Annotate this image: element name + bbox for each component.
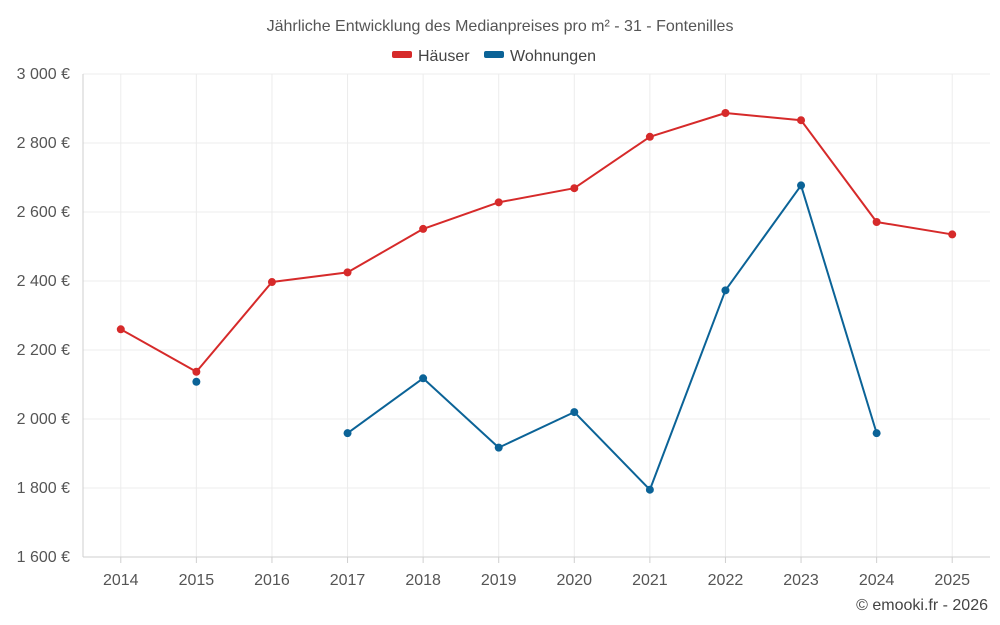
- x-tick-label: 2016: [254, 572, 290, 589]
- data-point-wohnungen[interactable]: [721, 286, 730, 295]
- x-tick-label: 2015: [179, 572, 215, 589]
- data-point-wohnungen[interactable]: [343, 429, 352, 438]
- legend-label-haeuser[interactable]: Häuser: [418, 48, 470, 65]
- x-tick-label: 2022: [708, 572, 744, 589]
- data-point-wohnungen[interactable]: [494, 443, 503, 452]
- legend-swatch-haeuser: [392, 51, 412, 58]
- data-point-wohnungen[interactable]: [872, 429, 881, 438]
- data-point-haeuser[interactable]: [948, 230, 957, 239]
- x-tick-label: 2021: [632, 572, 668, 589]
- legend: Häuser Wohnungen: [392, 48, 596, 65]
- x-tick-label: 2020: [556, 572, 592, 589]
- data-point-haeuser[interactable]: [494, 198, 503, 207]
- data-point-haeuser[interactable]: [570, 184, 579, 193]
- data-point-wohnungen[interactable]: [645, 485, 654, 494]
- x-tick-label: 2024: [859, 572, 895, 589]
- series-haeuser: [116, 108, 957, 376]
- x-axis: 2014 2015 2016 2017 2018 2019 2020 2021 2022 2023…: [83, 556, 990, 589]
- legend-swatch-wohnungen: [484, 51, 504, 58]
- y-tick-label: 3 000 €: [17, 66, 70, 83]
- data-point-haeuser[interactable]: [645, 132, 654, 141]
- series-line-haeuser: [120, 111, 953, 373]
- y-tick-label: 1 600 €: [17, 549, 70, 566]
- data-point-wohnungen[interactable]: [570, 408, 579, 417]
- data-point-haeuser[interactable]: [267, 278, 276, 287]
- y-tick-label: 2 000 €: [17, 411, 70, 428]
- series-wohnungen: [192, 181, 881, 494]
- y-tick-label: 2 200 €: [17, 342, 70, 359]
- x-tick-label: 2017: [330, 572, 366, 589]
- data-point-haeuser[interactable]: [343, 268, 352, 277]
- data-point-haeuser[interactable]: [116, 325, 125, 334]
- y-tick-label: 1 800 €: [17, 480, 70, 497]
- data-point-haeuser[interactable]: [797, 116, 806, 125]
- y-tick-label: 2 600 €: [17, 204, 70, 221]
- x-tick-label: 2019: [481, 572, 517, 589]
- series-line-wohnungen: [346, 184, 878, 491]
- data-point-wohnungen[interactable]: [419, 374, 428, 383]
- data-point-haeuser[interactable]: [872, 218, 881, 227]
- data-point-haeuser[interactable]: [721, 108, 730, 117]
- x-tick-label: 2014: [103, 572, 139, 589]
- y-axis: 1 600 € 1 800 € 2 000 € 2 200 € 2 400 € 2 600…: [17, 66, 84, 566]
- x-tick-label: 2025: [934, 572, 970, 589]
- data-point-wohnungen[interactable]: [797, 181, 806, 190]
- y-tick-label: 2 800 €: [17, 135, 70, 152]
- y-tick-label: 2 400 €: [17, 273, 70, 290]
- data-point-haeuser[interactable]: [192, 367, 201, 376]
- x-tick-label: 2023: [783, 572, 819, 589]
- legend-label-wohnungen[interactable]: Wohnungen: [510, 48, 596, 65]
- data-point-haeuser[interactable]: [419, 224, 428, 233]
- chart-title: Jährliche Entwicklung des Medianpreises …: [267, 18, 734, 35]
- data-point-wohnungen[interactable]: [192, 377, 201, 386]
- credit-text: © emooki.fr - 2026: [856, 597, 988, 614]
- series: [116, 108, 957, 494]
- x-tick-label: 2018: [405, 572, 441, 589]
- grid: [83, 73, 990, 558]
